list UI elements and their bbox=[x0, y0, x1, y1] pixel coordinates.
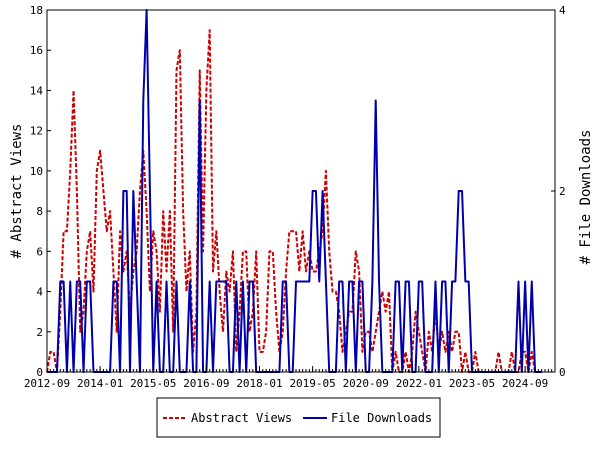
x-tick-label: 2012-09 bbox=[24, 377, 70, 390]
x-tick-label: 2014-01 bbox=[77, 377, 123, 390]
legend-box bbox=[156, 397, 441, 438]
x-tick-label: 2016-09 bbox=[183, 377, 229, 390]
y-left-tick-label: 2 bbox=[36, 326, 43, 339]
y-left-tick-label: 6 bbox=[36, 245, 43, 258]
x-tick-label: 2024-09 bbox=[502, 377, 548, 390]
x-tick-label: 2022-01 bbox=[396, 377, 442, 390]
legend-label-abstract-views: Abstract Views bbox=[191, 411, 292, 425]
y-right-tick-label: 0 bbox=[559, 366, 566, 379]
axis-layer: 0 2 4 6 8 10 12 14 16 18 0 2 4 2012-09 2014-01 2015-05 2… bbox=[24, 4, 566, 390]
x-tick-label: 2018-01 bbox=[236, 377, 282, 390]
y-left-tick-label: 4 bbox=[36, 286, 43, 299]
y-left-tick-label: 18 bbox=[30, 4, 43, 17]
legend-label-file-downloads: File Downloads bbox=[331, 411, 432, 425]
x-tick-label: 2020-09 bbox=[343, 377, 389, 390]
y-left-tick-label: 12 bbox=[30, 125, 43, 138]
y-left-tick-label: 16 bbox=[30, 44, 43, 57]
y-left-tick-label: 14 bbox=[30, 84, 44, 97]
y-left-tick-label: 10 bbox=[30, 165, 43, 178]
y-right-tick-label: 2 bbox=[559, 185, 566, 198]
x-tick-label: 2019-05 bbox=[289, 377, 335, 390]
series-layer bbox=[46, 9, 542, 373]
series-line-file-downloads bbox=[47, 9, 542, 373]
y-left-tick-label: 8 bbox=[36, 205, 43, 218]
x-tick-label: 2015-05 bbox=[130, 377, 176, 390]
y-right-tick-label: 4 bbox=[559, 4, 566, 17]
y-left-axis-title: # Abstract Views bbox=[9, 124, 25, 259]
y-left-tick-label: 0 bbox=[36, 366, 43, 379]
x-tick-label: 2023-05 bbox=[449, 377, 495, 390]
y-right-axis-title: # File Downloads bbox=[578, 130, 594, 265]
legend: Abstract Views File Downloads bbox=[156, 397, 441, 438]
